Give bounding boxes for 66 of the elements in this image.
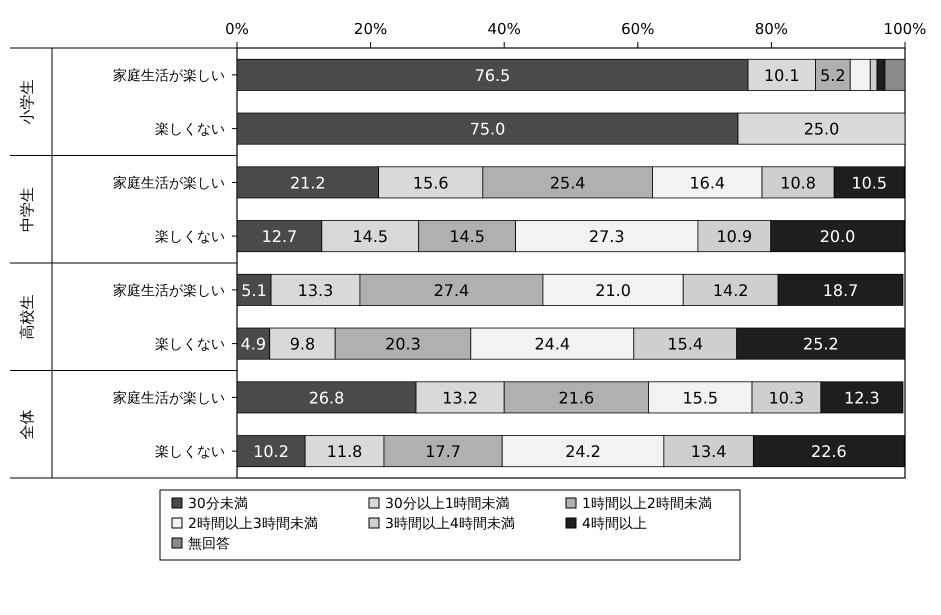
data-label: 9.8 (290, 334, 316, 354)
legend-label: 30分未満 (188, 496, 248, 512)
data-label: 25.4 (550, 173, 586, 192)
data-label: 15.6 (412, 173, 449, 192)
y-tick-label: 家庭生活が楽しい (113, 282, 225, 299)
data-label: 25.0 (804, 120, 840, 139)
data-label: 22.6 (811, 442, 847, 462)
data-label: 20.3 (385, 334, 421, 354)
data-label: 10.8 (780, 173, 816, 192)
data-label: 24.2 (565, 442, 601, 462)
y-tick-label: 楽しくない (155, 122, 225, 138)
data-label: 21.2 (290, 173, 326, 192)
legend-label: 無回答 (188, 536, 230, 552)
data-label: 10.3 (768, 388, 804, 408)
y-tick-label: 家庭生活が楽しい (113, 68, 225, 84)
data-label: 25.2 (803, 334, 839, 354)
data-label: 10.5 (851, 173, 888, 192)
x-tick-label: 80% (754, 20, 788, 38)
data-label: 26.8 (308, 388, 344, 408)
y-tick-label: 家庭生活が楽しい (113, 175, 225, 192)
data-label: 14.5 (449, 227, 485, 246)
data-label: 76.5 (474, 66, 510, 85)
data-label: 27.3 (588, 227, 625, 246)
data-label: 12.3 (844, 388, 880, 408)
legend-label: 3時間以上4時間未満 (385, 516, 515, 532)
x-tick-label: 0% (225, 20, 249, 38)
y-tick-label: 楽しくない (155, 336, 225, 353)
x-tick-label: 40% (488, 20, 521, 38)
data-label: 15.4 (667, 334, 704, 354)
legend-label: 2時間以上3時間未満 (188, 516, 318, 532)
data-label: 21.6 (558, 388, 594, 408)
data-label: 18.7 (822, 280, 858, 300)
data-label: 11.8 (326, 442, 362, 462)
data-label: 21.0 (595, 280, 631, 300)
data-label: 15.5 (682, 388, 718, 408)
y-tick-label: 家庭生活が楽しい (113, 390, 225, 406)
text: 高校生 (18, 294, 36, 340)
data-label: 5.2 (820, 66, 846, 85)
x-tick-label: 60% (621, 20, 654, 38)
legend-label: 30分以上1時間未満 (385, 496, 510, 512)
legend-label: 4時間以上 (582, 516, 647, 532)
data-label: 10.9 (716, 227, 752, 246)
data-label: 13.3 (298, 280, 334, 300)
data-label: 14.5 (352, 227, 388, 246)
data-label: 24.4 (534, 334, 570, 354)
data-label: 14.2 (712, 280, 748, 300)
y-tick-label: 楽しくない (155, 229, 225, 246)
legend-label: 1時間以上2時間未満 (582, 496, 712, 512)
text: 中学生 (18, 186, 36, 232)
text: 全体 (18, 409, 36, 440)
data-label: 4.9 (240, 334, 266, 354)
data-label: 10.1 (764, 66, 800, 85)
y-tick-label: 楽しくない (155, 444, 225, 460)
data-label: 13.2 (442, 388, 478, 408)
x-tick-label: 100% (884, 20, 926, 38)
text: 小学生 (18, 79, 36, 124)
x-tick-label: 20% (354, 20, 388, 38)
data-label: 16.4 (689, 173, 726, 192)
data-label: 12.7 (262, 227, 298, 246)
data-label: 13.4 (690, 442, 726, 462)
data-label: 20.0 (820, 227, 856, 246)
data-label: 27.4 (434, 280, 470, 300)
data-label: 17.7 (425, 442, 461, 462)
data-label: 10.2 (253, 442, 289, 462)
data-label: 75.0 (470, 120, 506, 139)
data-label: 5.1 (241, 280, 267, 300)
